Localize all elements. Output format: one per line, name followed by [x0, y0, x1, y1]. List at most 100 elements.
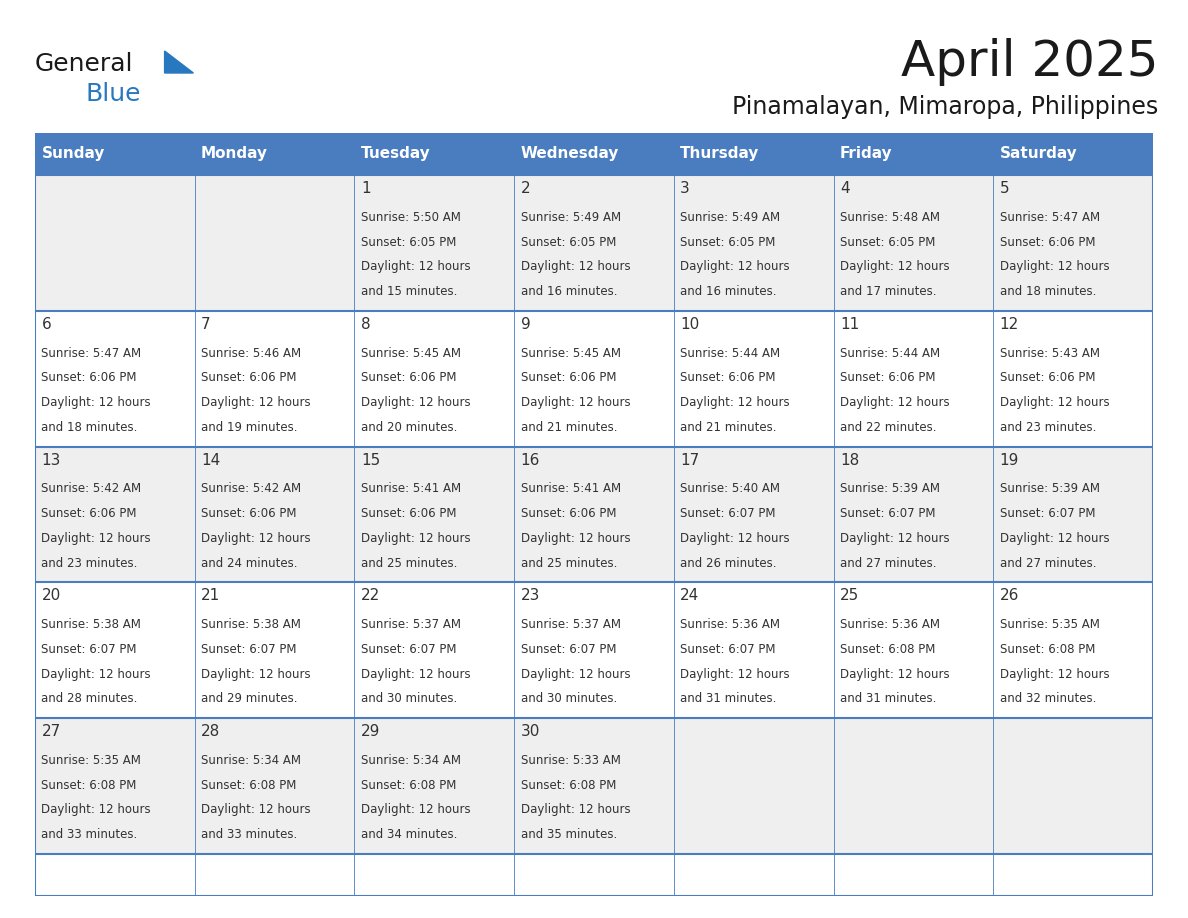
Text: Sunset: 6:07 PM: Sunset: 6:07 PM — [840, 507, 935, 521]
Text: Sunrise: 5:47 AM: Sunrise: 5:47 AM — [42, 347, 141, 360]
Text: Daylight: 12 hours: Daylight: 12 hours — [999, 532, 1110, 545]
Bar — [195, 133, 354, 175]
Text: Daylight: 12 hours: Daylight: 12 hours — [520, 532, 630, 545]
Text: Daylight: 12 hours: Daylight: 12 hours — [361, 396, 470, 409]
Text: Sunrise: 5:44 AM: Sunrise: 5:44 AM — [681, 347, 781, 360]
Text: and 18 minutes.: and 18 minutes. — [999, 285, 1097, 298]
Text: Sunset: 6:05 PM: Sunset: 6:05 PM — [520, 236, 615, 249]
Text: and 29 minutes.: and 29 minutes. — [201, 692, 298, 705]
Text: Pinamalayan, Mimaropa, Philippines: Pinamalayan, Mimaropa, Philippines — [732, 95, 1158, 119]
Bar — [34, 133, 195, 175]
Text: and 17 minutes.: and 17 minutes. — [840, 285, 936, 298]
Text: and 30 minutes.: and 30 minutes. — [361, 692, 457, 705]
Text: Sunset: 6:08 PM: Sunset: 6:08 PM — [42, 778, 137, 791]
Polygon shape — [165, 51, 194, 73]
Text: Sunrise: 5:38 AM: Sunrise: 5:38 AM — [42, 619, 141, 632]
Text: Saturday: Saturday — [999, 147, 1078, 162]
Text: 30: 30 — [520, 724, 539, 739]
Text: General: General — [34, 52, 133, 76]
Text: and 32 minutes.: and 32 minutes. — [999, 692, 1097, 705]
Text: 28: 28 — [201, 724, 220, 739]
Text: Sunset: 6:05 PM: Sunset: 6:05 PM — [681, 236, 776, 249]
Text: 6: 6 — [42, 317, 51, 331]
Text: Sunrise: 5:34 AM: Sunrise: 5:34 AM — [361, 754, 461, 767]
Text: and 16 minutes.: and 16 minutes. — [681, 285, 777, 298]
Text: and 27 minutes.: and 27 minutes. — [840, 556, 936, 569]
Text: Tuesday: Tuesday — [361, 147, 430, 162]
Text: Sunset: 6:08 PM: Sunset: 6:08 PM — [201, 778, 297, 791]
Text: Daylight: 12 hours: Daylight: 12 hours — [201, 532, 311, 545]
Bar — [34, 582, 1154, 718]
Text: 24: 24 — [681, 588, 700, 603]
Text: Sunrise: 5:42 AM: Sunrise: 5:42 AM — [42, 483, 141, 496]
Bar — [34, 175, 1154, 311]
Text: and 22 minutes.: and 22 minutes. — [840, 420, 936, 433]
Text: Sunrise: 5:39 AM: Sunrise: 5:39 AM — [840, 483, 940, 496]
Text: Sunset: 6:06 PM: Sunset: 6:06 PM — [361, 372, 456, 385]
Text: Sunset: 6:07 PM: Sunset: 6:07 PM — [42, 643, 137, 656]
Text: Sunset: 6:06 PM: Sunset: 6:06 PM — [520, 507, 617, 521]
Text: Wednesday: Wednesday — [520, 147, 619, 162]
Text: Daylight: 12 hours: Daylight: 12 hours — [681, 396, 790, 409]
Text: Sunset: 6:06 PM: Sunset: 6:06 PM — [42, 372, 137, 385]
Text: 5: 5 — [999, 181, 1010, 196]
Text: Daylight: 12 hours: Daylight: 12 hours — [840, 532, 949, 545]
Text: 12: 12 — [999, 317, 1019, 331]
Text: Daylight: 12 hours: Daylight: 12 hours — [361, 667, 470, 680]
Text: April 2025: April 2025 — [901, 38, 1158, 86]
Text: Sunset: 6:05 PM: Sunset: 6:05 PM — [840, 236, 935, 249]
Text: Sunset: 6:06 PM: Sunset: 6:06 PM — [42, 507, 137, 521]
Bar — [34, 718, 1154, 854]
Bar — [834, 133, 993, 175]
Text: and 27 minutes.: and 27 minutes. — [999, 556, 1097, 569]
Text: Sunset: 6:06 PM: Sunset: 6:06 PM — [999, 372, 1095, 385]
Text: 10: 10 — [681, 317, 700, 331]
Bar — [993, 133, 1154, 175]
Text: 1: 1 — [361, 181, 371, 196]
Text: and 23 minutes.: and 23 minutes. — [42, 556, 138, 569]
Text: 3: 3 — [681, 181, 690, 196]
Text: Sunrise: 5:44 AM: Sunrise: 5:44 AM — [840, 347, 940, 360]
Text: Sunset: 6:07 PM: Sunset: 6:07 PM — [681, 643, 776, 656]
Text: Sunset: 6:07 PM: Sunset: 6:07 PM — [520, 643, 617, 656]
Text: and 31 minutes.: and 31 minutes. — [840, 692, 936, 705]
Text: Sunrise: 5:38 AM: Sunrise: 5:38 AM — [201, 619, 301, 632]
Text: Sunset: 6:08 PM: Sunset: 6:08 PM — [999, 643, 1095, 656]
Text: Friday: Friday — [840, 147, 892, 162]
Bar — [514, 133, 674, 175]
Text: Sunset: 6:05 PM: Sunset: 6:05 PM — [361, 236, 456, 249]
Text: Sunset: 6:06 PM: Sunset: 6:06 PM — [201, 372, 297, 385]
Text: Monday: Monday — [201, 147, 268, 162]
Text: Daylight: 12 hours: Daylight: 12 hours — [42, 667, 151, 680]
Text: and 33 minutes.: and 33 minutes. — [201, 828, 297, 841]
Text: and 34 minutes.: and 34 minutes. — [361, 828, 457, 841]
Text: Sunrise: 5:45 AM: Sunrise: 5:45 AM — [361, 347, 461, 360]
Text: 26: 26 — [999, 588, 1019, 603]
Text: and 25 minutes.: and 25 minutes. — [520, 556, 617, 569]
Text: Sunset: 6:08 PM: Sunset: 6:08 PM — [520, 778, 615, 791]
Bar — [34, 446, 1154, 582]
Text: Sunrise: 5:39 AM: Sunrise: 5:39 AM — [999, 483, 1100, 496]
Text: Sunset: 6:06 PM: Sunset: 6:06 PM — [520, 372, 617, 385]
Text: Sunrise: 5:35 AM: Sunrise: 5:35 AM — [999, 619, 1100, 632]
Text: Sunrise: 5:37 AM: Sunrise: 5:37 AM — [520, 619, 620, 632]
Text: Sunset: 6:06 PM: Sunset: 6:06 PM — [361, 507, 456, 521]
Text: Daylight: 12 hours: Daylight: 12 hours — [520, 261, 630, 274]
Text: Sunset: 6:08 PM: Sunset: 6:08 PM — [840, 643, 935, 656]
Text: and 21 minutes.: and 21 minutes. — [681, 420, 777, 433]
Text: Sunrise: 5:41 AM: Sunrise: 5:41 AM — [520, 483, 620, 496]
Text: 20: 20 — [42, 588, 61, 603]
Text: Sunrise: 5:43 AM: Sunrise: 5:43 AM — [999, 347, 1100, 360]
Text: Sunrise: 5:50 AM: Sunrise: 5:50 AM — [361, 211, 461, 224]
Text: 7: 7 — [201, 317, 210, 331]
Text: 2: 2 — [520, 181, 530, 196]
Text: Sunrise: 5:33 AM: Sunrise: 5:33 AM — [520, 754, 620, 767]
Text: and 25 minutes.: and 25 minutes. — [361, 556, 457, 569]
Text: Sunrise: 5:49 AM: Sunrise: 5:49 AM — [681, 211, 781, 224]
Text: Daylight: 12 hours: Daylight: 12 hours — [520, 396, 630, 409]
Text: Sunrise: 5:48 AM: Sunrise: 5:48 AM — [840, 211, 940, 224]
Text: Sunrise: 5:36 AM: Sunrise: 5:36 AM — [681, 619, 781, 632]
Text: 4: 4 — [840, 181, 849, 196]
Text: and 35 minutes.: and 35 minutes. — [520, 828, 617, 841]
Text: and 18 minutes.: and 18 minutes. — [42, 420, 138, 433]
